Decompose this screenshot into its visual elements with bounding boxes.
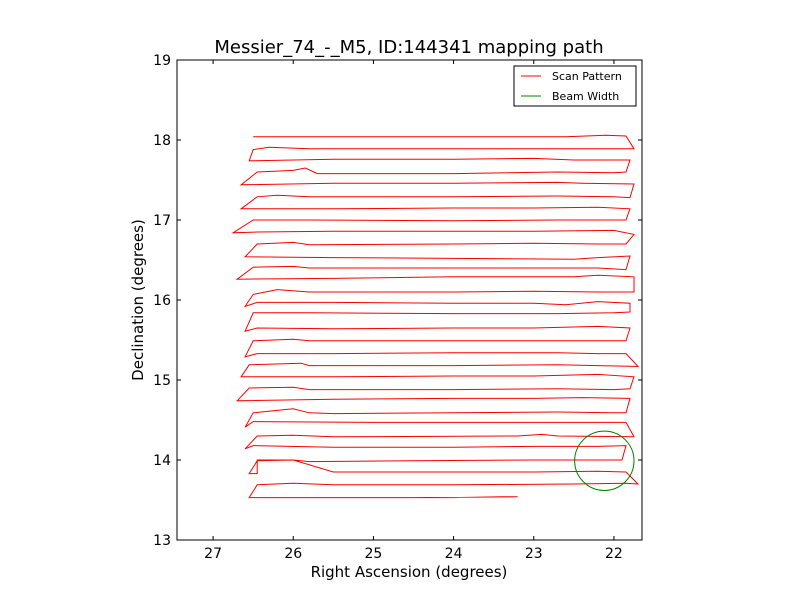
x-tick-label: 25 [365,546,383,562]
scan-pattern-line [231,134,640,499]
y-tick-label: 15 [153,373,171,389]
y-tick-label: 18 [153,133,171,149]
x-tick-label: 22 [605,546,623,562]
y-tick-label: 17 [153,213,171,229]
chart-title: Messier_74_-_M5, ID:144341 mapping path [214,37,603,58]
x-tick-label: 24 [445,546,463,562]
x-axis-ticks: 27 26 25 24 23 22 [204,60,623,562]
beam-width-circle [574,430,635,491]
y-tick-label: 19 [153,53,171,69]
plot-area [177,60,642,540]
legend-box [513,65,637,107]
y-tick-label: 13 [153,533,171,549]
y-tick-label: 16 [153,293,171,309]
legend: Scan Pattern Beam Width [513,65,637,107]
legend-beam-width-label: Beam Width [552,90,619,103]
y-axis-label: Declination (degrees) [129,219,147,381]
y-axis-ticks: 13 14 15 16 17 18 19 [153,53,642,549]
x-tick-label: 27 [204,546,222,562]
y-tick-label: 14 [153,453,171,469]
x-tick-label: 26 [284,546,302,562]
x-axis-label: Right Ascension (degrees) [311,563,508,581]
legend-scan-pattern-label: Scan Pattern [552,70,622,83]
x-tick-label: 23 [525,546,543,562]
